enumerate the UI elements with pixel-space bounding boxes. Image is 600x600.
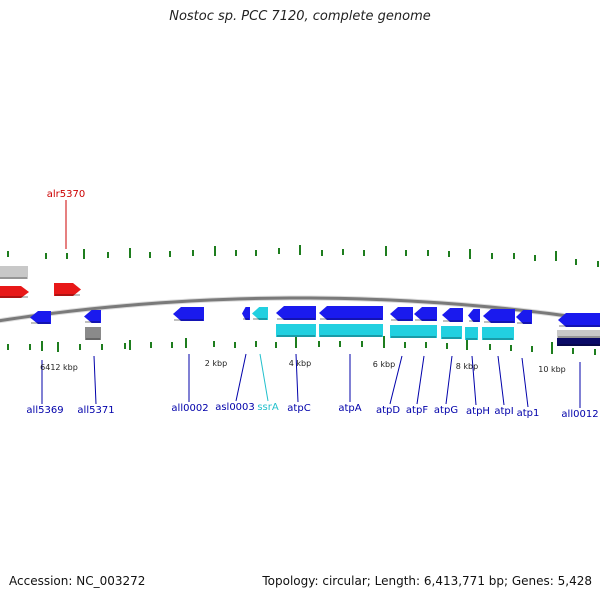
genome-summary: Topology: circular; Length: 6,413,771 bp… [262,574,592,588]
gene-label-all0012: all0012 [561,409,598,420]
feature-arrow [54,283,81,296]
gene-label-all5371: all5371 [77,405,114,416]
feature-arrow [558,313,600,327]
gene-label-alr5370: alr5370 [47,189,85,200]
leader-line [93,355,97,405]
feature-arrow [390,307,413,321]
leader-line [295,353,299,403]
feature-arrow [0,286,29,298]
feature-arrow [276,324,316,337]
leader-line [471,355,477,406]
ruler-label: 10 kbp [538,365,566,374]
accession-text: Accession: NC_003272 [9,574,146,588]
leader-line [259,353,269,402]
feature-arrow [84,310,101,323]
gene-label-asl0003: asl0003 [215,402,255,413]
gene-label-atpG: atpG [434,405,458,416]
feature-arrow [252,307,268,320]
feature-arrow [557,338,600,346]
feature-arrow [30,311,51,324]
feature-arrow [441,326,462,339]
feature-arrow [482,327,514,340]
feature-arrow [276,306,316,320]
genome-backbone [0,295,600,324]
leader-line [445,355,453,405]
label-leaders [41,200,581,408]
gene-label-atpF: atpF [406,405,428,416]
feature-arrow [483,309,515,323]
leader-line [389,355,403,405]
feature-arrow [0,266,28,279]
ruler-label: 6 kbp [373,360,395,369]
ruler-label: 2 kbp [205,359,227,368]
ruler-label: 8 kbp [456,362,478,371]
gene-label-ssrA: ssrA [257,402,279,413]
feature-arrow [319,324,383,337]
leader-line [497,355,505,406]
map-title: Nostoc sp. PCC 7120, complete genome [169,9,431,24]
feature-arrow [173,307,204,321]
feature-arrow [468,309,480,322]
gene-label-atpD: atpD [376,405,400,416]
gene-label-atpI: atpI [494,406,513,417]
leader-line [235,353,247,402]
ruler-label: 6412 kbp [40,363,78,372]
gene-label-atpA: atpA [338,403,361,414]
leader-line [521,357,529,408]
gene-label-all0002: all0002 [171,403,208,414]
gene-label-atp1: atp1 [517,408,540,419]
feature-arrow [516,310,532,324]
feature-arrow [85,327,101,340]
feature-arrow [442,308,463,322]
ruler-labels: 6412 kbp 2 kbp 4 kbp 6 kbp 8 kbp 10 kbp [40,359,566,374]
gene-label-all5369: all5369 [26,405,63,416]
feature-arrow [557,330,600,338]
feature-arrow [390,325,437,338]
feature-labels: alr5370 all5369 all5371 all0002 asl0003 ssrA a… [26,189,598,420]
tick-marks [7,245,599,355]
gene-label-atpC: atpC [287,403,310,414]
feature-arrow [465,327,478,340]
leader-line [416,355,425,405]
feature-arrow [414,307,437,321]
gene-label-atpH: atpH [466,406,490,417]
feature-arrow [319,306,383,320]
backbone-line [0,296,600,323]
feature-arrows [0,266,600,346]
feature-arrow [242,307,250,320]
ruler-label: 4 kbp [289,359,311,368]
